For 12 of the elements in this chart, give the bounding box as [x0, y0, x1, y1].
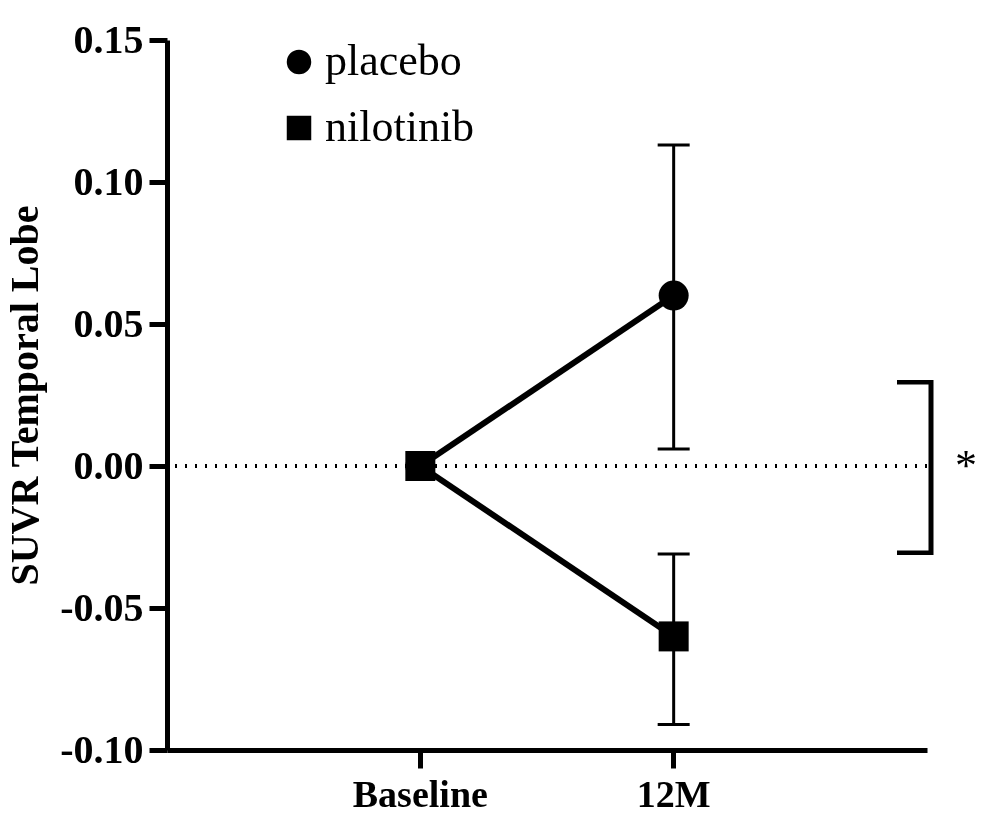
- y-tick-label: 0.05: [73, 300, 144, 346]
- x-tick-label: Baseline: [352, 772, 488, 815]
- legend-label: placebo: [325, 36, 462, 85]
- y-tick-label: 0.10: [73, 158, 144, 204]
- legend-label: nilotinib: [325, 102, 475, 151]
- y-tick-label: -0.05: [60, 584, 144, 630]
- y-tick-label: 0.00: [73, 442, 144, 488]
- y-tick-label: -0.10: [60, 726, 144, 772]
- x-tick-label: 12M: [636, 772, 711, 815]
- y-axis-title: SUVR Temporal Lobe: [2, 205, 48, 586]
- text: *: [955, 440, 977, 491]
- y-tick-label: 0.15: [73, 16, 144, 62]
